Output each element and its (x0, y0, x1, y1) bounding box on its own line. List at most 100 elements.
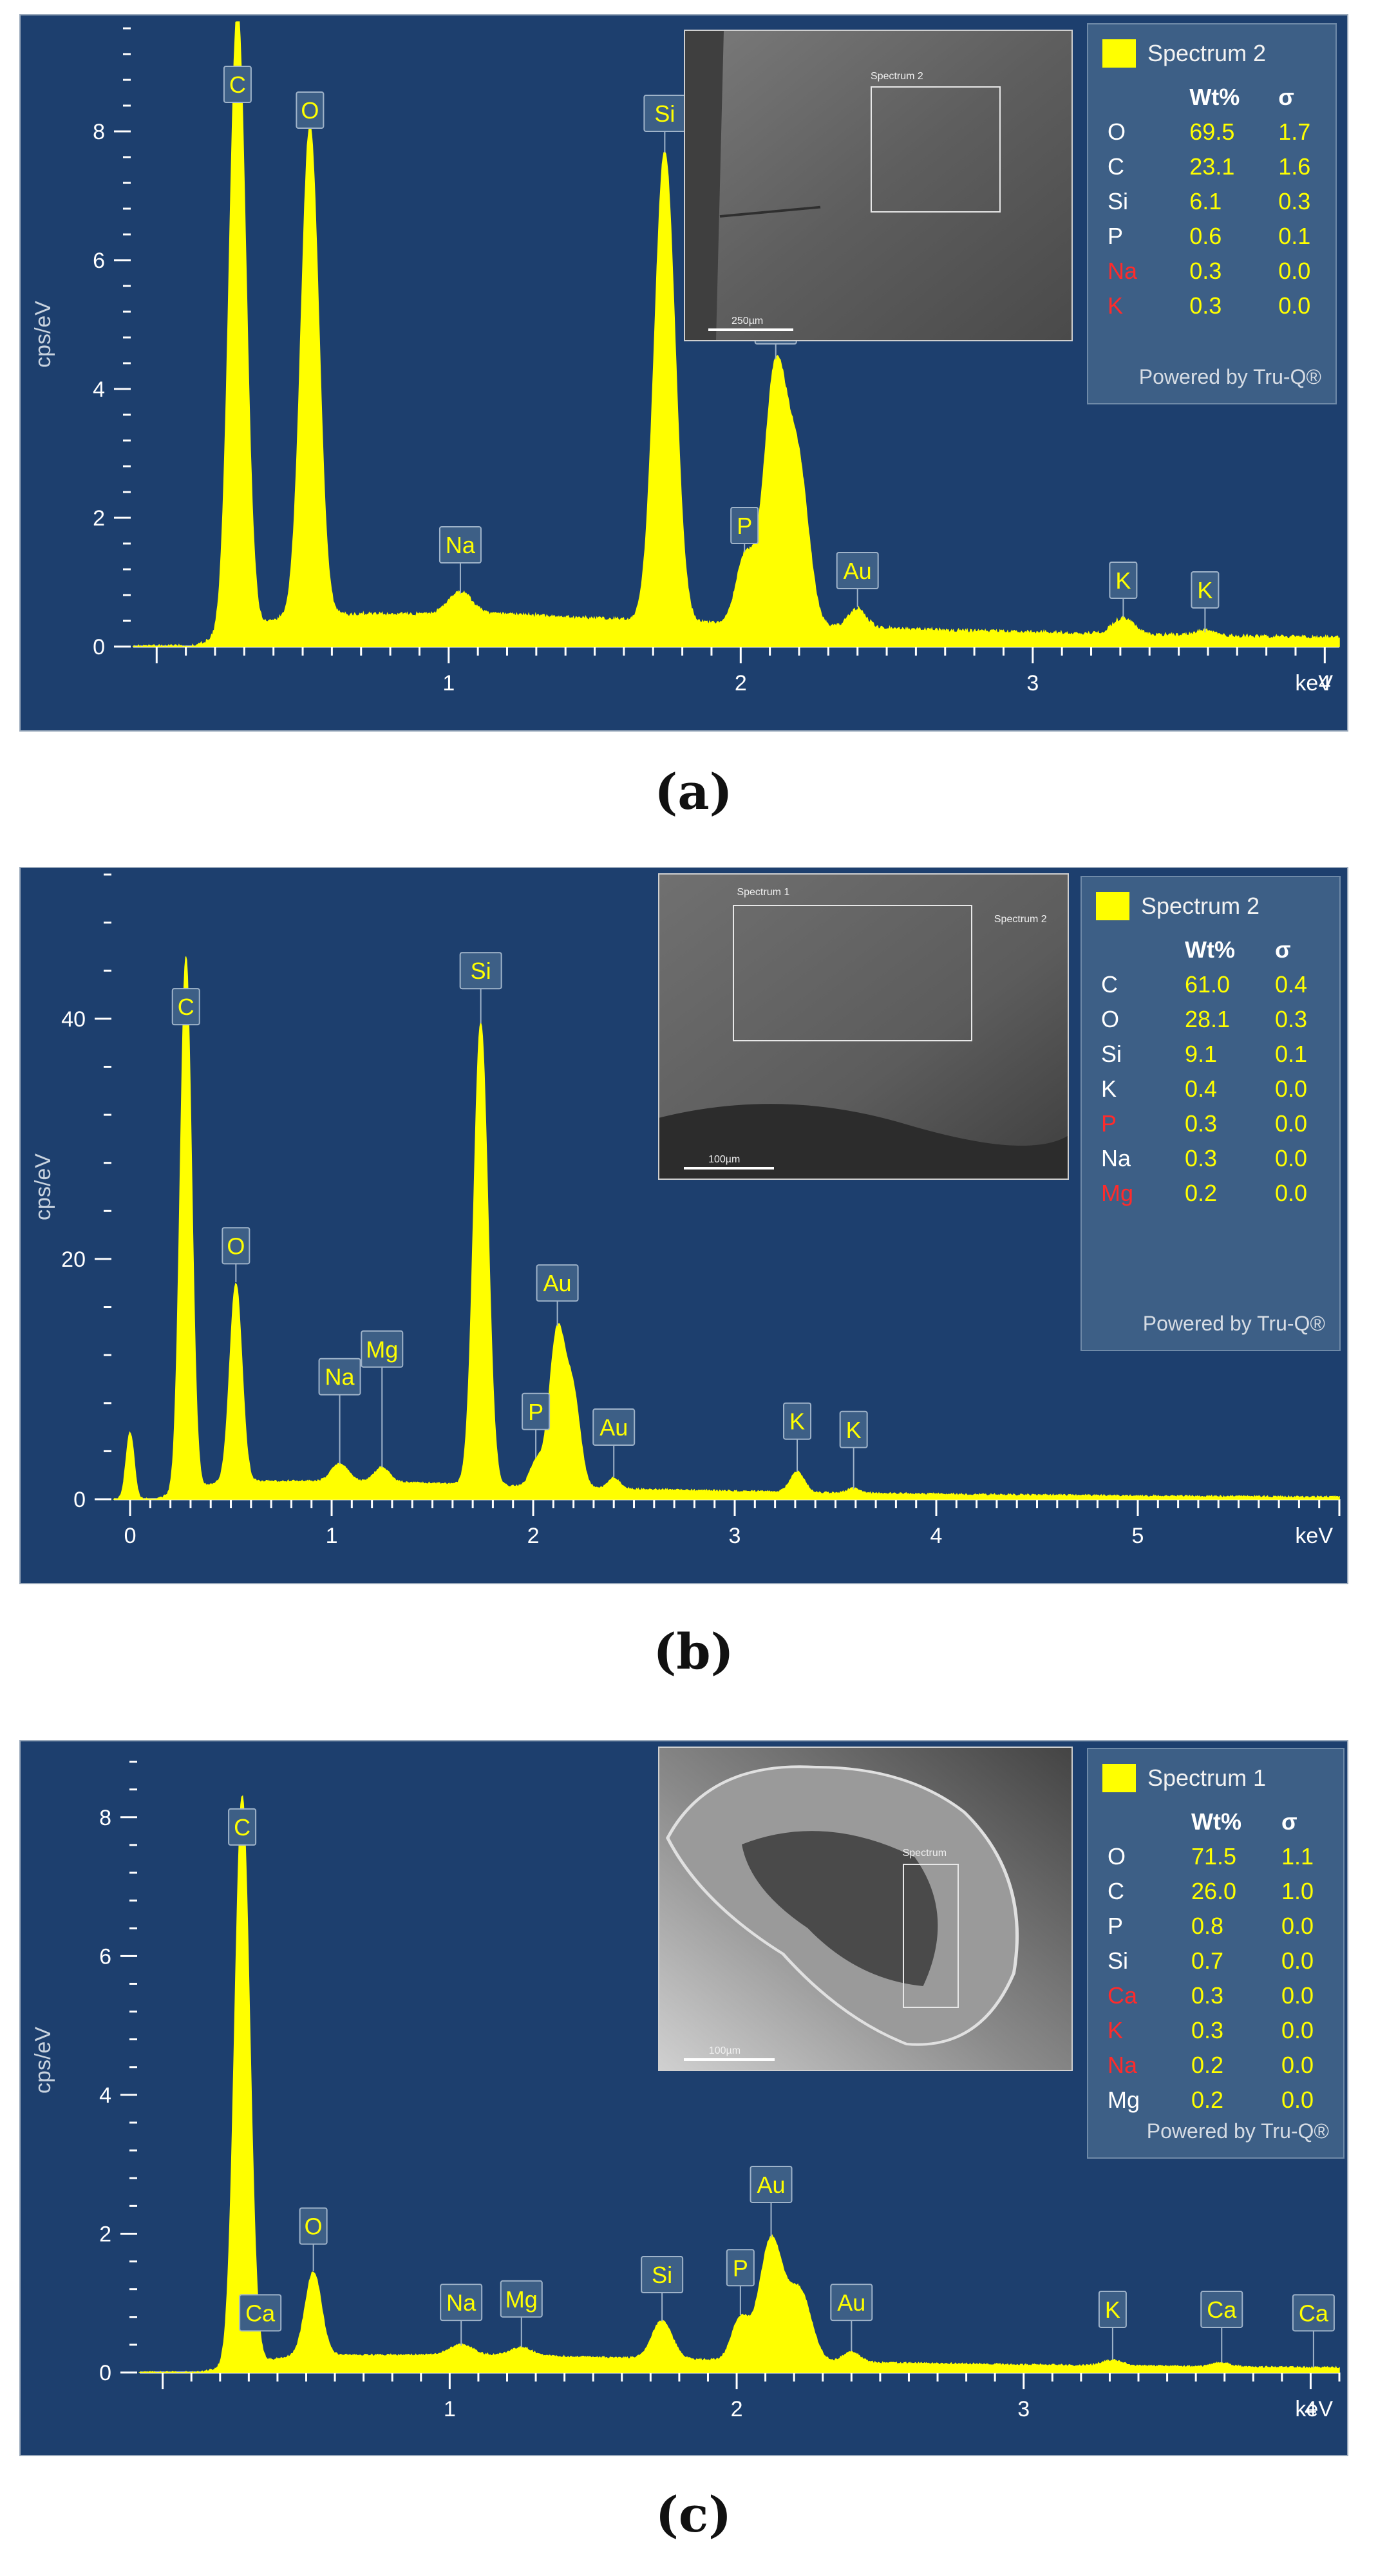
weight-percent: 0.7 (1191, 1947, 1224, 1974)
weight-percent: 6.1 (1189, 188, 1222, 214)
quant-row: O 28.1 0.3 (1101, 1002, 1333, 1037)
weight-percent: 0.3 (1185, 1145, 1218, 1171)
y-tick-label: 0 (73, 1488, 86, 1512)
sem-texture-b (659, 875, 1068, 1179)
peak-label: Si (641, 2256, 684, 2322)
sigma-value: 0.0 (1281, 1947, 1314, 1974)
peak-label-text: Au (599, 1414, 628, 1441)
quant-row: P 0.6 0.1 (1108, 219, 1335, 254)
peak-label-text: Ca (1207, 2297, 1237, 2323)
y-axis-label: cps/eV (31, 301, 55, 368)
quant-row: P 0.3 0.0 (1101, 1106, 1333, 1141)
x-tick-label: 2 (731, 2397, 743, 2421)
quant-row: Si 0.7 0.0 (1108, 1944, 1339, 1978)
peak-label-text: Na (325, 1364, 355, 1390)
sigma-value: 0.0 (1278, 258, 1311, 284)
sigma-value: 0.0 (1275, 1180, 1308, 1206)
peak-label-box (296, 91, 325, 129)
legend-swatch-b (1096, 892, 1129, 920)
quant-row: O 71.5 1.1 (1108, 1839, 1339, 1874)
peak-label-text: Ca (245, 2300, 276, 2326)
sigma-value: 0.0 (1281, 2052, 1314, 2078)
quant-table-a: Spectrum 2 Wt% σ O 69.5 1.7 C 23.1 1.6 Si 6.1 0.3… (1087, 23, 1337, 404)
y-tick-label: 20 (61, 1247, 86, 1272)
peak-label: P (726, 2249, 755, 2315)
element-symbol: Na (1108, 2052, 1138, 2078)
peak-label: Mg (500, 2280, 543, 2348)
peak-label: P (730, 507, 759, 553)
sigma-value: 0.0 (1275, 1110, 1308, 1137)
y-axis-label: cps/eV (31, 2027, 55, 2094)
scale-label-a: 250µm (731, 316, 764, 327)
weight-percent: 69.5 (1189, 118, 1235, 145)
quant-row: C 61.0 0.4 (1101, 967, 1333, 1002)
peak-label-box (783, 1402, 812, 1440)
peak-label-text: K (1115, 567, 1131, 594)
roi-label-b2: Spectrum 2 (994, 914, 1047, 925)
peak-label-text: Ca (1299, 2300, 1329, 2326)
x-tick-label: 3 (1017, 2397, 1030, 2421)
powered-by-b: Powered by Tru-Q® (1142, 1312, 1325, 1335)
weight-percent: 0.2 (1185, 1180, 1218, 1206)
quant-row: Na 0.2 0.0 (1108, 2048, 1339, 2083)
element-symbol: K (1108, 2017, 1124, 2043)
peak-label-text: P (528, 1399, 543, 1425)
peak-label: Si (643, 95, 686, 153)
quant-title-c: Spectrum 1 (1147, 1765, 1267, 1791)
peak-label: K (839, 1410, 868, 1490)
quant-rows-b: Wt% σ C 61.0 0.4 O 28.1 0.3 Si 9.1 0.1 K 0.4 0.0 P 0.3… (1101, 933, 1333, 1211)
sem-micrograph-c: Spectrum 100µm (658, 1747, 1073, 2071)
powered-by-c: Powered by Tru-Q® (1146, 2119, 1329, 2143)
peak-label: Au (830, 2284, 873, 2351)
quant-row: Na 0.3 0.0 (1108, 254, 1335, 289)
peak-label: Mg (361, 1330, 404, 1468)
scale-bar-a (708, 328, 793, 331)
weight-percent: 0.3 (1191, 1982, 1224, 2009)
x-axis-label: keV (1295, 1524, 1333, 1548)
element-symbol: Mg (1108, 2087, 1140, 2113)
quant-row: Na 0.3 0.0 (1101, 1141, 1333, 1176)
roi-box-a (871, 86, 1001, 213)
scale-label-c: 100µm (708, 2045, 741, 2056)
peak-label: Ca (1200, 2290, 1243, 2363)
sem-micrograph-a: Spectrum 2 250µm (684, 30, 1073, 341)
quant-row: Si 6.1 0.3 (1108, 184, 1335, 219)
peak-label-text: P (733, 2255, 748, 2281)
peak-label-text: Mg (366, 1336, 398, 1363)
peak-label: C (228, 1808, 257, 1846)
x-tick-label: 1 (442, 671, 455, 696)
sigma-value: 0.0 (1281, 1913, 1314, 1939)
peak-label-box (223, 66, 252, 103)
sem-texture-c (659, 1748, 1071, 2070)
element-symbol: K (1108, 292, 1124, 319)
roi-label-b: Spectrum 1 (737, 886, 790, 898)
x-tick-label: 3 (729, 1524, 741, 1548)
peak-label-text: Si (471, 958, 491, 984)
quant-row: O 69.5 1.7 (1108, 115, 1335, 149)
sigma-value: 0.0 (1275, 1145, 1308, 1171)
weight-percent: 0.8 (1191, 1913, 1224, 1939)
peak-label: K (783, 1402, 812, 1472)
sigma-value: 0.0 (1278, 292, 1311, 319)
quant-title-a: Spectrum 2 (1147, 40, 1267, 66)
peak-label-text: C (234, 1814, 250, 1841)
peak-label-text: Na (446, 2289, 476, 2316)
weight-percent: 0.4 (1185, 1075, 1218, 1102)
peak-label-box (522, 1392, 551, 1430)
element-symbol: Mg (1101, 1180, 1134, 1206)
col-wt-c: Wt% (1191, 1808, 1241, 1835)
x-axis-label: keV (1295, 671, 1333, 696)
peak-label-text: Na (446, 532, 476, 558)
peak-label-text: K (1105, 2297, 1120, 2323)
element-symbol: Na (1108, 258, 1138, 284)
y-tick-label: 4 (99, 2083, 111, 2108)
element-symbol: Ca (1108, 1982, 1138, 2009)
peak-label: K (1109, 562, 1138, 618)
legend-swatch-c (1102, 1764, 1136, 1792)
quant-row: K 0.4 0.0 (1101, 1072, 1333, 1106)
peak-label-box (1200, 2290, 1243, 2328)
y-axis-label: cps/eV (31, 1153, 55, 1220)
quant-row: K 0.3 0.0 (1108, 2013, 1339, 2048)
roi-box-b (733, 905, 972, 1041)
y-tick-label: 6 (93, 249, 105, 273)
